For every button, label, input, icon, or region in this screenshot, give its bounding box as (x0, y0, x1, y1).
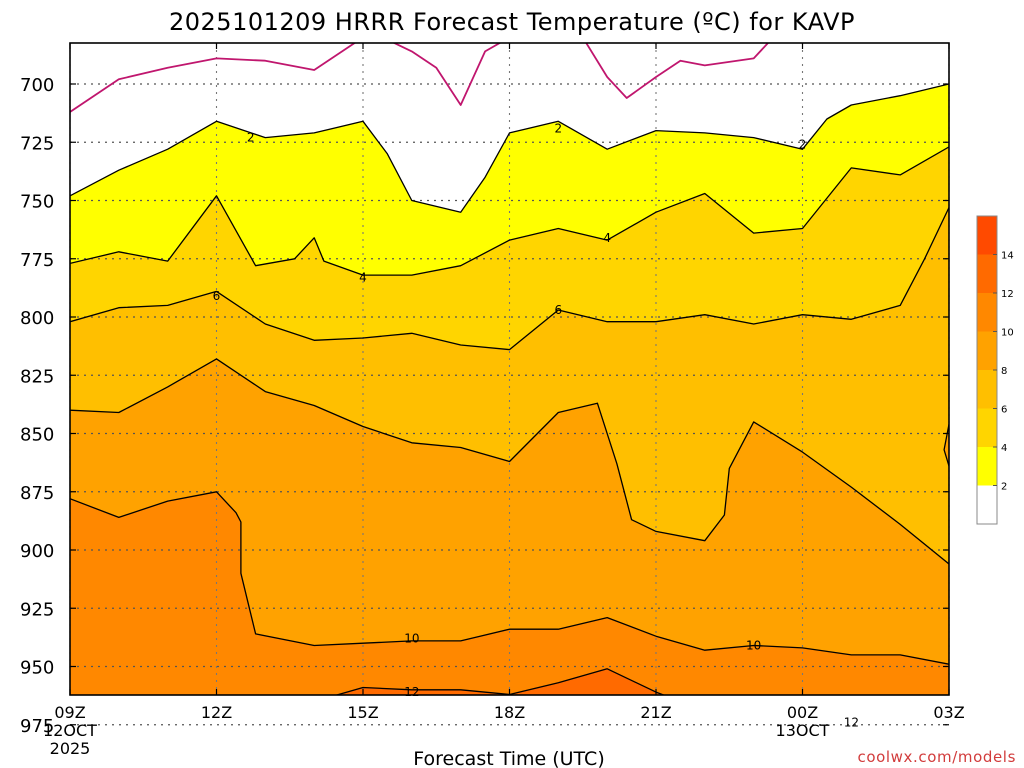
colorbar-label-10: 10 (1001, 328, 1014, 339)
contour-14-seg-0 (314, 722, 656, 750)
xtick-label-15Z: 15Z (347, 703, 378, 722)
contour-label-2-1: 2 (555, 121, 563, 135)
ytick-label-800: 800 (20, 308, 54, 329)
contour-label-4-1: 4 (603, 231, 611, 245)
contour-label-12-0: 12 (404, 685, 419, 699)
terrain-gap-0 (329, 746, 373, 748)
xtick-label-03Z: 03Z (933, 703, 964, 722)
colorbar-swatch-1 (977, 447, 997, 486)
contour-label-2-2: 2 (799, 138, 807, 152)
ytick-label-950: 950 (20, 658, 54, 679)
contour-0-seg-0 (70, 43, 357, 113)
contour-label-6-1: 6 (555, 303, 563, 317)
contour-label-12-1: 12 (844, 715, 859, 729)
colorbar-label-12: 12 (1001, 289, 1014, 300)
contour-label-4-0: 4 (359, 270, 367, 284)
colorbar-label-2: 2 (1001, 482, 1007, 493)
credit-link[interactable]: coolwx.com/models (858, 748, 1017, 766)
xtick-label-00Z: 00Z (787, 703, 818, 722)
xtick-label-12Z: 12Z (201, 703, 232, 722)
colorbar-label-8: 8 (1001, 366, 1007, 377)
colorbar: 2 4 6 8 10 12 14 (976, 215, 1014, 525)
contour-0-seg-2 (585, 43, 770, 99)
ytick-label-700: 700 (20, 75, 54, 96)
colorbar-label-4: 4 (1001, 443, 1007, 454)
band-notch-right (944, 424, 949, 467)
contour-8-seg-1 (943, 424, 949, 467)
ytick-label-975: 975 (20, 716, 54, 737)
ytick-label-925: 925 (20, 599, 54, 620)
contour-10-seg-0 (70, 491, 949, 665)
contour-label-6-0: 6 (213, 289, 221, 303)
contour-8-seg-0 (70, 358, 949, 565)
contour-label-2-0: 2 (247, 131, 255, 145)
ytick-label-725: 725 (20, 133, 54, 154)
ytick-label-900: 900 (20, 541, 54, 562)
x-axis-label: Forecast Time (UTC) (413, 748, 604, 768)
colorbar-swatch-3 (977, 370, 997, 409)
xtick-sub1-09Z: 12OCT (43, 721, 97, 740)
contour-label-10-1: 10 (746, 639, 761, 653)
chart-title: 2025101209 HRRR Forecast Temperature (ºC… (169, 8, 855, 36)
contour-label-10-0: 10 (404, 632, 419, 646)
colorbar-swatch-4 (977, 331, 997, 370)
ytick-label-825: 825 (20, 366, 54, 387)
contour-12-seg-0 (334, 668, 666, 695)
colorbar-swatch-0 (977, 485, 997, 524)
colorbar-swatch-7 (977, 216, 997, 255)
colorbar-swatch-6 (977, 254, 997, 293)
ytick-label-750: 750 (20, 192, 54, 213)
xtick-sub2-09Z: 2025 (50, 739, 91, 758)
y-axis-ticks: 700 725 750 775 800 825 850 875 900 925 950 975 (20, 75, 949, 737)
xtick-sub1-00Z: 13OCT (776, 721, 830, 740)
contour-6-seg-0 (70, 207, 949, 351)
ytick-label-775: 775 (20, 250, 54, 271)
contour-2-seg-0 (70, 83, 949, 213)
xtick-label-09Z: 09Z (54, 703, 85, 722)
xtick-label-21Z: 21Z (640, 703, 671, 722)
ytick-label-875: 875 (20, 483, 54, 504)
contour-4-seg-0 (70, 146, 949, 276)
terrain-strip (329, 739, 827, 748)
contour-0-seg-1 (392, 43, 502, 106)
ytick-label-850: 850 (20, 425, 54, 446)
colorbar-label-14: 14 (1001, 251, 1014, 262)
colorbar-label-6: 6 (1001, 405, 1007, 416)
contour-lines (70, 43, 949, 750)
colorbar-swatch-5 (977, 293, 997, 332)
colorbar-swatch-2 (977, 408, 997, 447)
xtick-label-18Z: 18Z (494, 703, 525, 722)
